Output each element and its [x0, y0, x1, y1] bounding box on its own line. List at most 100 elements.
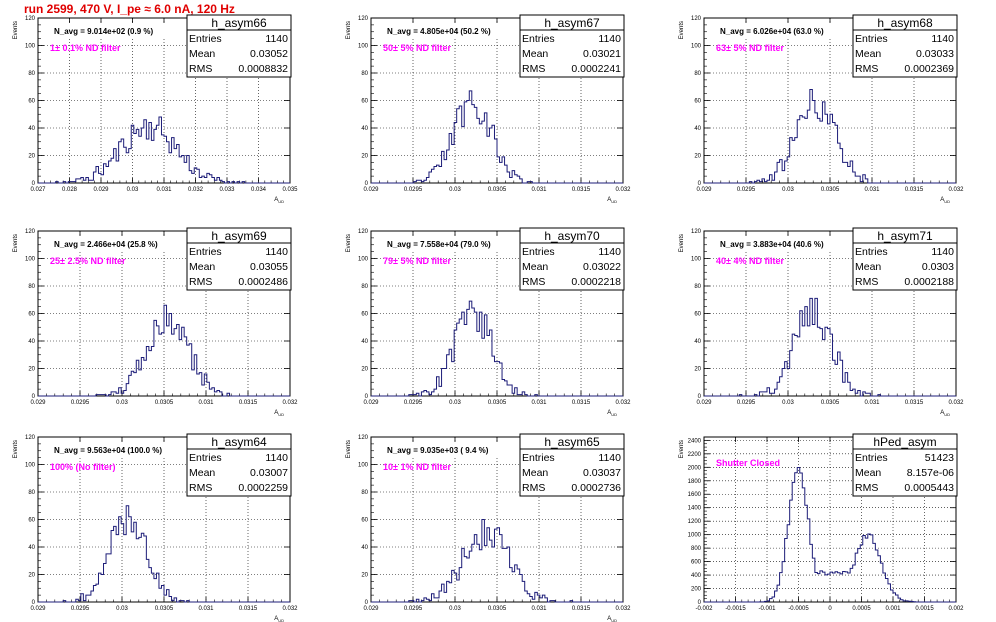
- histogram-panel: 0.029 0.0295 0.03 0.0305 0.031 0.0315 0.032 0 20…: [346, 433, 631, 622]
- stats-value: 1140: [265, 33, 288, 45]
- y-tick-label: 0: [32, 394, 36, 400]
- x-tick-label: 0.0295: [71, 400, 90, 406]
- x-tick-label: 0.002: [948, 606, 964, 612]
- navg-box: [49, 24, 207, 38]
- y-tick-label: 80: [361, 284, 368, 290]
- histogram-panel: 0.027 0.028 0.029 0.03 0.031 0.032 0.033 0.034 0…: [13, 14, 298, 204]
- x-tick-label: 0.032: [615, 606, 631, 612]
- stats-value: 0.03007: [250, 467, 288, 479]
- x-tick-label: 0.029: [93, 187, 109, 193]
- y-tick-label: 20: [361, 367, 368, 373]
- stats-value: 1140: [265, 452, 288, 464]
- y-tick-label: 60: [694, 312, 701, 318]
- x-tick-label: 0.0305: [488, 400, 507, 406]
- x-tick-label: 0.029: [363, 606, 379, 612]
- x-tick-label: 0.028: [62, 187, 78, 193]
- filter-annotation: 40± 4% ND filter: [716, 256, 784, 266]
- x-axis-title: AUD: [940, 197, 950, 204]
- x-tick-label: 0.032: [282, 606, 298, 612]
- stats-title: h_asym71: [877, 229, 933, 243]
- x-tick-label: 0.0295: [737, 400, 756, 406]
- y-tick-label: 60: [28, 518, 35, 524]
- x-tick-label: 0.0015: [915, 606, 934, 612]
- y-tick-label: 40: [694, 126, 701, 132]
- y-tick-label: 120: [25, 435, 36, 441]
- y-tick-label: 2400: [688, 438, 702, 444]
- x-tick-label: 0.035: [282, 187, 298, 193]
- stats-value: 1140: [598, 246, 621, 258]
- stats-title: h_asym64: [211, 435, 267, 449]
- y-tick-label: 1600: [688, 492, 702, 498]
- x-axis-title: AUD: [274, 197, 284, 204]
- x-tick-label: 0.029: [30, 400, 46, 406]
- stats-label: Mean: [855, 48, 881, 60]
- x-tick-label: 0.03: [782, 400, 794, 406]
- x-tick-label: 0.0295: [404, 187, 423, 193]
- x-tick-label: 0.034: [251, 187, 267, 193]
- x-tick-label: 0.031: [198, 606, 214, 612]
- y-axis-title: Events: [13, 234, 19, 252]
- histogram-outline: [371, 519, 623, 603]
- x-tick-label: 0.031: [864, 400, 880, 406]
- y-tick-label: 20: [28, 154, 35, 160]
- histogram-panel: -0.002 -0.0015 -0.001 -0.0005 0 0.0005 0.001 0.…: [679, 433, 964, 612]
- y-tick-label: 100: [25, 257, 36, 263]
- x-tick-label: 0: [828, 606, 832, 612]
- stats-box: [519, 433, 625, 497]
- filter-annotation: Shutter Closed: [716, 458, 780, 468]
- y-tick-label: 80: [361, 490, 368, 496]
- navg-label: N_avg = 9.014e+02 (0.9 %): [54, 27, 154, 36]
- y-tick-label: 60: [28, 312, 35, 318]
- x-axis-title: AUD: [274, 410, 284, 417]
- stats-value: 1140: [931, 246, 954, 258]
- y-tick-label: 800: [691, 546, 702, 552]
- x-tick-label: 0.031: [531, 606, 547, 612]
- x-tick-label: 0.0315: [572, 400, 591, 406]
- x-tick-label: 0.0315: [905, 187, 924, 193]
- y-tick-label: 2000: [688, 465, 702, 471]
- x-tick-label: 0.0305: [821, 400, 840, 406]
- filter-annotation: 100% (No filter): [50, 462, 116, 472]
- x-tick-label: 0.032: [282, 400, 298, 406]
- stats-label: Mean: [855, 467, 881, 479]
- stats-value: 0.0002736: [571, 482, 621, 494]
- x-axis-title: AUD: [607, 410, 617, 417]
- x-tick-label: -0.002: [695, 606, 713, 612]
- stats-value: 0.0002486: [238, 276, 288, 288]
- stats-value: 1140: [265, 246, 288, 258]
- navg-box: [49, 237, 207, 251]
- y-tick-label: 0: [365, 181, 369, 187]
- stats-label: Mean: [189, 467, 215, 479]
- x-tick-label: 0.0305: [155, 606, 174, 612]
- stats-label: Entries: [189, 246, 222, 258]
- y-axis-title: Events: [679, 21, 685, 39]
- y-tick-label: 200: [691, 587, 702, 593]
- filter-annotation: 50± 5% ND filter: [383, 43, 451, 53]
- y-axis-title: Events: [679, 440, 685, 458]
- x-tick-label: 0.032: [615, 187, 631, 193]
- stats-label: Mean: [522, 261, 548, 273]
- stats-value: 0.0002241: [571, 63, 621, 75]
- stats-label: Mean: [189, 261, 215, 273]
- stats-label: Mean: [522, 48, 548, 60]
- y-axis-title: Events: [346, 234, 352, 252]
- y-tick-label: 120: [691, 229, 702, 235]
- y-tick-label: 120: [358, 435, 369, 441]
- stats-value: 0.03033: [916, 48, 954, 60]
- y-tick-label: 80: [694, 284, 701, 290]
- y-tick-label: 0: [365, 600, 369, 606]
- y-axis-title: Events: [13, 440, 19, 458]
- stats-label: RMS: [855, 63, 878, 75]
- stats-box: [519, 14, 625, 78]
- stats-title: h_asym69: [211, 229, 267, 243]
- y-tick-label: 0: [32, 181, 36, 187]
- stats-value: 0.03037: [583, 467, 621, 479]
- stats-label: RMS: [189, 276, 212, 288]
- navg-label: N_avg = 7.558e+04 (79.0 %): [387, 240, 491, 249]
- x-tick-label: 0.029: [363, 400, 379, 406]
- y-tick-label: 600: [691, 560, 702, 566]
- stats-label: RMS: [855, 482, 878, 494]
- x-tick-label: 0.027: [30, 187, 46, 193]
- stats-value: 1140: [598, 452, 621, 464]
